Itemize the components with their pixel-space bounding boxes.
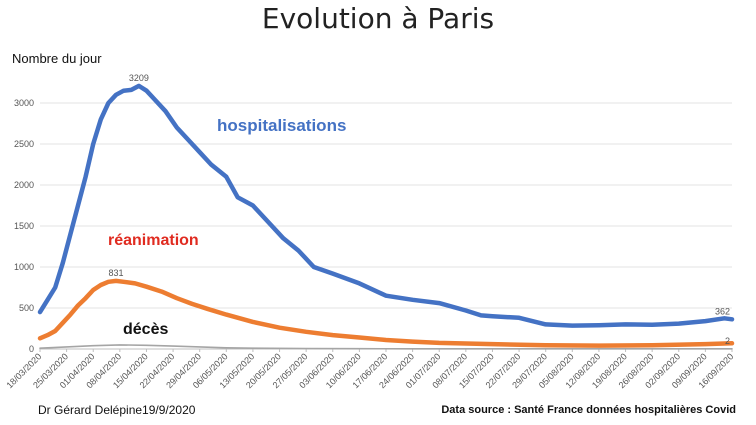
data-label: 3209	[129, 73, 149, 83]
y-tick-label: 0	[29, 344, 34, 354]
data-label: 362	[715, 306, 730, 316]
y-axis-ticks: 0 500 1000 1500 2000 2500 3000	[14, 98, 34, 354]
data-source: Data source : Santé France données hospi…	[441, 404, 736, 416]
series-line-hospitalisations	[37, 83, 735, 328]
y-tick-label: 3000	[14, 98, 34, 108]
series-labels: hospitalisations réanimation décès	[108, 116, 346, 338]
y-axis-label: Nombre du jour	[12, 51, 102, 66]
series-line-réanimation	[37, 278, 735, 348]
y-tick-label: 500	[19, 303, 34, 313]
y-tick-label: 1000	[14, 262, 34, 272]
chart-title: Evolution à Paris	[261, 2, 495, 35]
y-tick-label: 1500	[14, 221, 34, 231]
author-credit: Dr Gérard Delépine19/9/2020	[38, 403, 196, 417]
data-annotations: 3209 831 362 2	[109, 73, 730, 346]
series-label-hospitalisations: hospitalisations	[217, 116, 346, 135]
series-label-réanimation: réanimation	[108, 232, 199, 249]
data-label: 2	[725, 336, 730, 346]
series-lines	[37, 83, 735, 350]
grid-lines	[40, 102, 732, 350]
y-tick-label: 2500	[14, 139, 34, 149]
series-line-décès	[39, 344, 733, 350]
data-label: 831	[109, 268, 124, 278]
series-label-décès: décès	[123, 321, 168, 338]
x-axis-ticks: 18/03/202025/03/202001/04/202008/04/2020…	[4, 349, 735, 390]
y-tick-label: 2000	[14, 180, 34, 190]
